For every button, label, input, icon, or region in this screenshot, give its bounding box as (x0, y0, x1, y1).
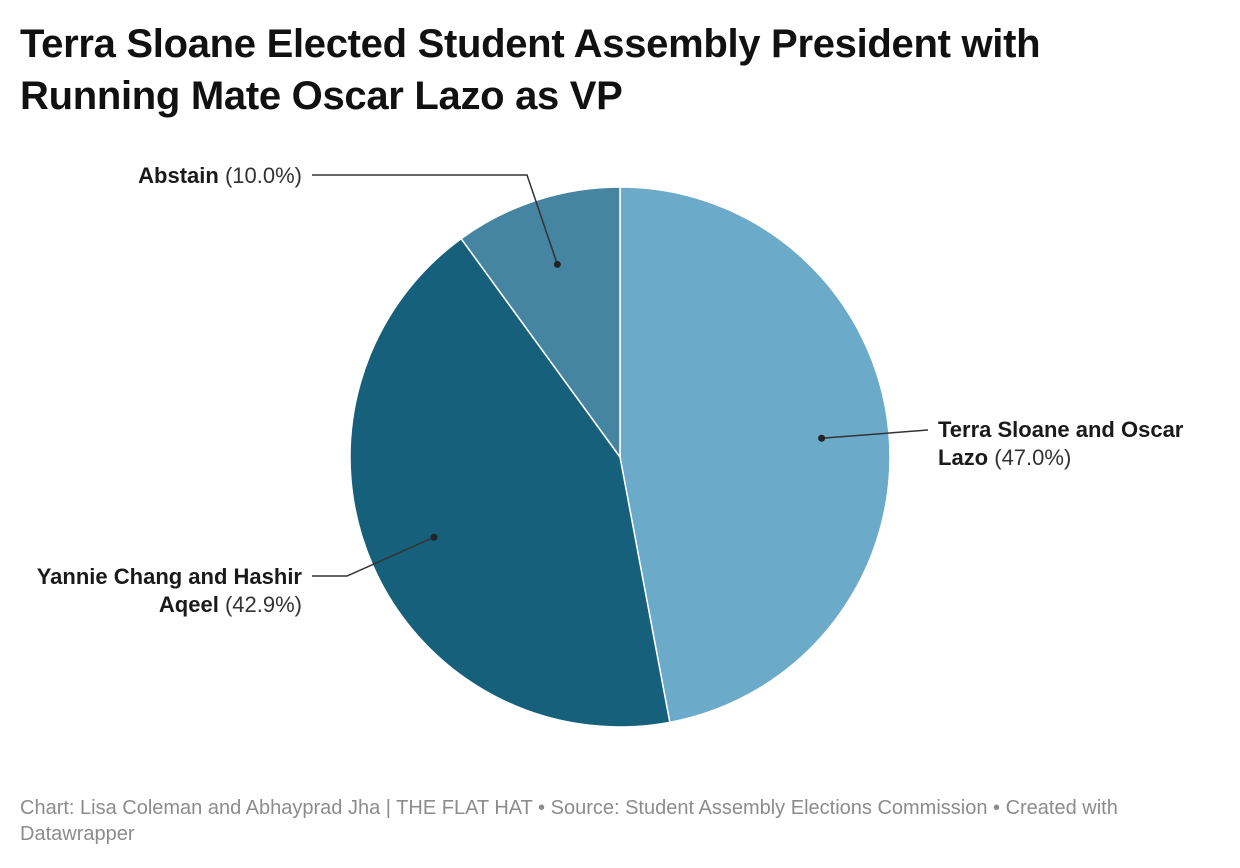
slice-label-terra-sloane-and-oscar-lazo: Terra Sloane and Oscar Lazo (47.0%) (938, 417, 1184, 470)
pie-slice-terra-sloane-and-oscar-lazo (619, 186, 891, 724)
slice-label-percent: (42.9%) (219, 592, 302, 617)
leader-lines (312, 174, 929, 577)
slice-label-abstain: Abstain (10.0%) (138, 163, 302, 188)
slice-labels: Terra Sloane and Oscar Lazo (47.0%) Yannie… (37, 163, 1184, 617)
slice-label-name: Aqeel (159, 592, 219, 617)
chart-title: Terra Sloane Elected Student Assembly Pr… (20, 22, 1041, 118)
leader-line-yannie-chang-and-hashir-aqeel (312, 536, 435, 577)
slice-label-name: Abstain (138, 163, 219, 188)
slice-label-name: Lazo (938, 445, 988, 470)
pie-slices (349, 186, 891, 728)
leader-dot-terra-sloane-and-oscar-lazo (818, 434, 826, 442)
slice-label-percent: (10.0%) (219, 163, 302, 188)
pie-slice-yannie-chang-and-hashir-aqeel (349, 237, 671, 728)
slice-label-name: Terra Sloane and Oscar (938, 417, 1184, 442)
slice-label-percent: (47.0%) (988, 445, 1071, 470)
leader-line-abstain (312, 174, 559, 265)
slice-label-name: Yannie Chang and Hashir (37, 564, 303, 589)
leader-dot-yannie-chang-and-hashir-aqeel (430, 533, 438, 541)
leader-dot-abstain (553, 260, 561, 268)
leader-line-terra-sloane-and-oscar-lazo (821, 429, 929, 439)
slice-label-yannie-chang-and-hashir-aqeel: Yannie Chang and Hashir Aqeel (42.9%) (37, 564, 303, 617)
chart-footer: Chart: Lisa Coleman and Abhayprad Jha | … (20, 797, 1118, 845)
pie-slice-abstain (460, 186, 621, 460)
